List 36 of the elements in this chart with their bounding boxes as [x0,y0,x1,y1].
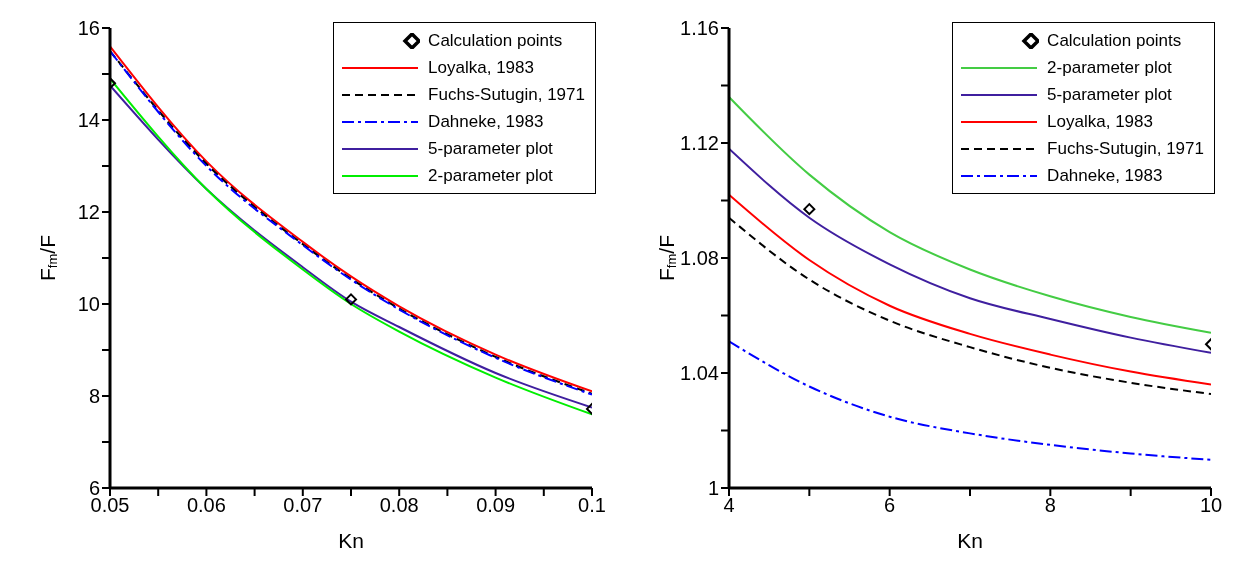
y-tick-label: 1.12 [680,132,719,155]
legend-label: Loyalka, 1983 [428,57,534,78]
y-tick-label: 1.08 [680,247,719,270]
y-tick-label: 1.16 [680,17,719,40]
legend-label: Calculation points [428,30,563,51]
x-tick-label: 0.05 [90,494,130,517]
y-tick-label: 1 [707,477,719,500]
legend-label: 2-parameter plot [428,165,553,186]
x-axis-title: Kn [957,529,983,552]
x-axis-title: Kn [338,529,364,552]
y-tick-label: 1.04 [680,362,719,385]
x-tick-label: 0.1 [578,494,606,517]
y-tick-label: 10 [77,293,100,316]
x-tick-label: 8 [1044,494,1056,517]
y-tick-label: 12 [77,201,100,224]
line-series [729,193,1211,386]
legend-label: Fuchs-Sutugin, 1971 [428,84,585,105]
legend-label: Dahneke, 1983 [428,111,544,132]
legend-label: Dahneke, 1983 [1047,165,1163,186]
x-tick-label: 0.06 [186,494,226,517]
y-tick-label: 14 [77,109,100,132]
legend-label: Fuchs-Sutugin, 1971 [1047,138,1204,159]
legend-label: 5-parameter plot [1047,84,1172,105]
y-tick-label: 16 [77,17,100,40]
x-tick-label: 0.09 [476,494,516,517]
legend-label: 5-parameter plot [428,138,553,159]
legend-label: Calculation points [1047,30,1182,51]
x-tick-label: 0.08 [379,494,419,517]
x-tick-label: 10 [1199,494,1223,517]
x-tick-label: 4 [723,494,735,517]
line-series [729,340,1211,461]
legend-label: Loyalka, 1983 [1047,111,1153,132]
x-tick-label: 6 [884,494,896,517]
y-tick-label: 8 [88,385,100,408]
legend-label: 2-parameter plot [1047,57,1172,78]
x-tick-label: 0.07 [283,494,323,517]
